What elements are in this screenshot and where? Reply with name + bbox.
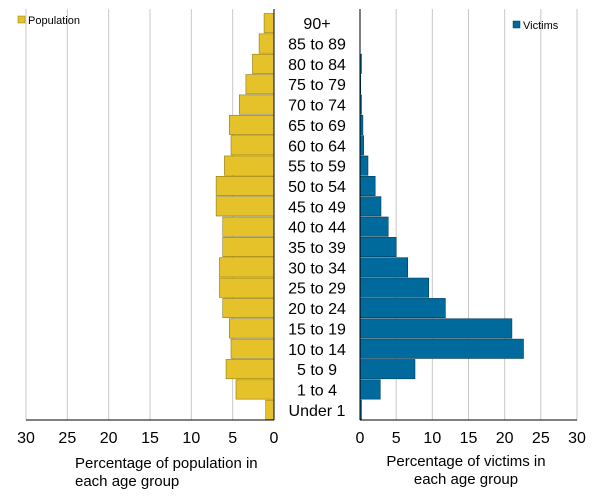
category-labels: 90+ 85 to 89 80 to 84 75 to 79 70 to 74 65 to…	[288, 16, 346, 420]
age-group-label: 50 to 54	[288, 179, 346, 196]
age-group-label: 30 to 34	[288, 260, 346, 277]
population-bar	[252, 53, 275, 74]
victims-bar	[359, 155, 369, 176]
left-tick-label: 0	[270, 430, 279, 447]
population-bar	[230, 338, 275, 359]
right-axis-title: Percentage of victims in each age group	[386, 453, 545, 488]
left-tick-label: 20	[100, 430, 118, 447]
age-group-label: 25 to 29	[288, 281, 346, 298]
age-group-label: 35 to 39	[288, 240, 346, 257]
age-group-label: 60 to 64	[288, 138, 346, 155]
population-bar	[215, 196, 275, 217]
left-axis-title: Percentage of population in each age gro…	[75, 455, 258, 490]
legend-victims-label: Victims	[523, 20, 559, 32]
victims-bar	[359, 359, 416, 380]
right-tick-label: 30	[568, 430, 586, 447]
population-bar	[222, 298, 275, 319]
right-tick-label: 5	[392, 430, 401, 447]
left-tick-labels: 30 25 20 15 10 5 0	[17, 430, 278, 447]
age-group-label: 5 to 9	[297, 362, 337, 379]
left-bars	[215, 13, 275, 420]
population-bar	[219, 277, 275, 298]
right-tick-label: 15	[460, 430, 478, 447]
victims-bar	[359, 135, 364, 156]
population-bar	[222, 216, 275, 237]
left-tick-label: 15	[141, 430, 159, 447]
age-group-label: 15 to 19	[288, 321, 346, 338]
victims-bar	[359, 237, 397, 258]
legend-victims-swatch	[512, 20, 521, 29]
victims-bar	[359, 298, 446, 319]
left-axis-title-line-1: Percentage of population in	[75, 455, 258, 472]
legend-population-swatch	[17, 15, 26, 24]
age-group-label: 90+	[303, 16, 330, 33]
age-group-label: 70 to 74	[288, 98, 346, 115]
right-tick-label: 20	[496, 430, 514, 447]
age-group-label: 55 to 59	[288, 159, 346, 176]
age-group-label: 65 to 69	[288, 118, 346, 135]
population-bar	[235, 379, 275, 400]
right-axis-title-line-2: each age group	[414, 471, 518, 488]
population-bar	[224, 155, 275, 176]
age-group-label: Under 1	[289, 403, 346, 420]
legend-population: Population	[17, 15, 80, 27]
left-tick-label: 25	[58, 430, 76, 447]
population-bar	[225, 359, 275, 380]
left-tick-label: 5	[228, 430, 237, 447]
left-axis-title-line-2: each age group	[75, 473, 179, 490]
right-axis-title-line-1: Percentage of victims in	[386, 453, 545, 470]
left-tick-label: 30	[17, 430, 35, 447]
age-group-label: 20 to 24	[288, 301, 346, 318]
axes	[26, 9, 577, 421]
age-group-label: 85 to 89	[288, 37, 346, 54]
population-bar	[263, 13, 275, 34]
population-bar	[245, 74, 275, 95]
right-tick-label: 0	[356, 430, 365, 447]
age-group-label: 1 to 4	[297, 382, 337, 399]
victims-bar	[359, 338, 524, 359]
population-bar	[265, 399, 275, 420]
population-bar	[258, 33, 275, 54]
age-group-label: 75 to 79	[288, 77, 346, 94]
population-bar	[222, 237, 275, 258]
legend-victims: Victims	[512, 20, 559, 32]
right-bars	[359, 53, 524, 420]
victims-bar	[359, 277, 430, 298]
victims-bar	[359, 379, 381, 400]
population-bar	[219, 257, 275, 278]
victims-bar	[359, 216, 389, 237]
victims-bar	[359, 176, 376, 196]
age-group-label: 80 to 84	[288, 57, 346, 74]
population-bar	[215, 176, 275, 196]
age-group-label: 40 to 44	[288, 220, 346, 237]
left-gridlines	[25, 9, 234, 420]
age-group-label: 10 to 14	[288, 342, 346, 359]
population-bar	[238, 94, 275, 115]
victims-bar	[359, 318, 513, 339]
population-bar	[230, 135, 275, 156]
population-bar	[229, 318, 275, 339]
population-bar	[229, 114, 275, 135]
right-tick-labels: 0 5 10 15 20 25 30	[356, 430, 586, 447]
right-tick-label: 25	[532, 430, 550, 447]
victims-bar	[359, 196, 382, 217]
legend-population-label: Population	[28, 15, 80, 27]
right-tick-label: 10	[423, 430, 441, 447]
left-tick-label: 10	[182, 430, 200, 447]
age-group-label: 45 to 49	[288, 199, 346, 216]
victims-bar	[359, 257, 409, 278]
